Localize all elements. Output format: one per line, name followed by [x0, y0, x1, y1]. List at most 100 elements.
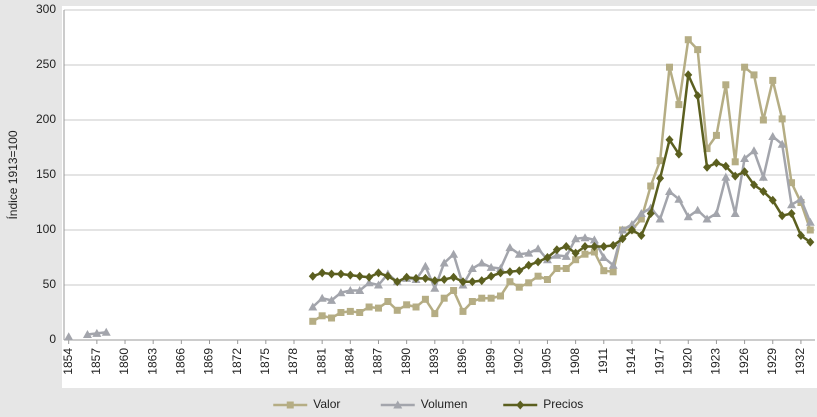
- data-point: [675, 101, 683, 109]
- data-point: [496, 264, 506, 272]
- data-point: [346, 307, 354, 315]
- data-point: [337, 309, 345, 316]
- data-point: [525, 279, 533, 287]
- data-point: [806, 237, 815, 247]
- data-point: [768, 132, 778, 140]
- x-tick-label: 1878: [286, 348, 300, 375]
- data-point: [609, 268, 617, 276]
- data-point: [552, 245, 561, 255]
- data-point: [505, 267, 514, 277]
- data-point: [345, 286, 355, 294]
- y-tick-label: 100: [36, 222, 56, 236]
- x-tick-label: 1860: [117, 348, 131, 375]
- data-point: [740, 167, 749, 177]
- y-axis-label: Índice 1913=100: [5, 130, 20, 219]
- data-point: [449, 272, 458, 282]
- data-point: [478, 294, 486, 302]
- data-point: [327, 295, 337, 304]
- data-point: [703, 145, 711, 153]
- data-point: [581, 242, 590, 251]
- data-point: [449, 249, 459, 258]
- data-point: [364, 278, 374, 287]
- x-tick-label: 1905: [540, 348, 554, 375]
- data-point: [712, 158, 721, 168]
- data-point: [308, 302, 318, 311]
- data-point: [759, 116, 767, 124]
- data-point: [468, 277, 477, 287]
- data-point: [524, 248, 534, 257]
- data-point: [506, 278, 514, 286]
- x-tick-label: 1890: [399, 348, 413, 375]
- data-point: [421, 295, 429, 303]
- data-point: [722, 81, 730, 89]
- data-point: [664, 187, 674, 195]
- data-point: [618, 234, 627, 244]
- x-tick-label: 1893: [427, 348, 441, 375]
- data-point: [450, 287, 458, 294]
- data-point: [731, 171, 740, 181]
- data-point: [562, 242, 571, 251]
- data-point: [618, 225, 628, 234]
- data-point: [684, 70, 693, 80]
- data-point: [796, 231, 805, 240]
- data-point: [609, 240, 618, 250]
- legend-marker: [286, 401, 294, 409]
- legend-label: Precios: [543, 397, 583, 411]
- legend-label: Valor: [313, 397, 340, 411]
- data-point: [571, 234, 581, 243]
- data-point: [101, 327, 111, 336]
- data-point: [467, 264, 477, 272]
- x-tick-label: 1929: [765, 348, 779, 375]
- x-tick-label: 1914: [624, 348, 638, 375]
- data-point: [637, 215, 645, 223]
- data-point: [599, 242, 608, 251]
- x-tick-label: 1911: [596, 348, 610, 374]
- data-point: [703, 162, 712, 172]
- data-point: [309, 317, 317, 325]
- data-point: [497, 292, 505, 300]
- data-point: [674, 149, 683, 159]
- y-tick-label: 0: [49, 332, 56, 346]
- data-point: [702, 214, 712, 223]
- x-tick-label: 1908: [568, 348, 582, 375]
- data-point: [599, 253, 609, 261]
- data-point: [580, 233, 590, 242]
- data-point: [393, 306, 401, 314]
- data-point: [421, 273, 430, 283]
- data-point: [533, 244, 543, 253]
- legend-marker: [393, 400, 403, 409]
- data-point: [730, 209, 740, 217]
- data-point: [374, 268, 383, 278]
- data-point: [496, 268, 505, 278]
- data-point: [758, 172, 768, 181]
- data-point: [468, 298, 476, 305]
- data-point: [749, 180, 758, 190]
- data-point: [355, 286, 365, 294]
- data-point: [590, 242, 599, 251]
- data-point: [552, 250, 562, 259]
- data-point: [487, 271, 496, 281]
- data-point: [787, 200, 797, 209]
- data-point: [608, 260, 618, 269]
- data-point: [336, 269, 345, 279]
- data-point: [486, 262, 496, 271]
- data-point: [430, 283, 440, 292]
- y-tick-label: 150: [36, 167, 56, 181]
- data-point: [589, 235, 599, 244]
- data-point: [515, 266, 524, 276]
- data-point: [365, 303, 373, 311]
- data-point: [694, 46, 702, 54]
- x-tick-label: 1872: [230, 348, 244, 375]
- data-point: [721, 161, 730, 171]
- data-point: [393, 277, 402, 287]
- x-tick-label: 1857: [89, 348, 103, 375]
- y-tick-label: 250: [36, 57, 56, 71]
- x-tick-label: 1869: [202, 348, 216, 375]
- data-point: [637, 231, 646, 240]
- x-tick-label: 1896: [455, 348, 469, 375]
- data-point: [515, 283, 523, 291]
- data-point: [572, 256, 580, 264]
- data-point: [600, 267, 608, 275]
- data-point: [647, 182, 655, 190]
